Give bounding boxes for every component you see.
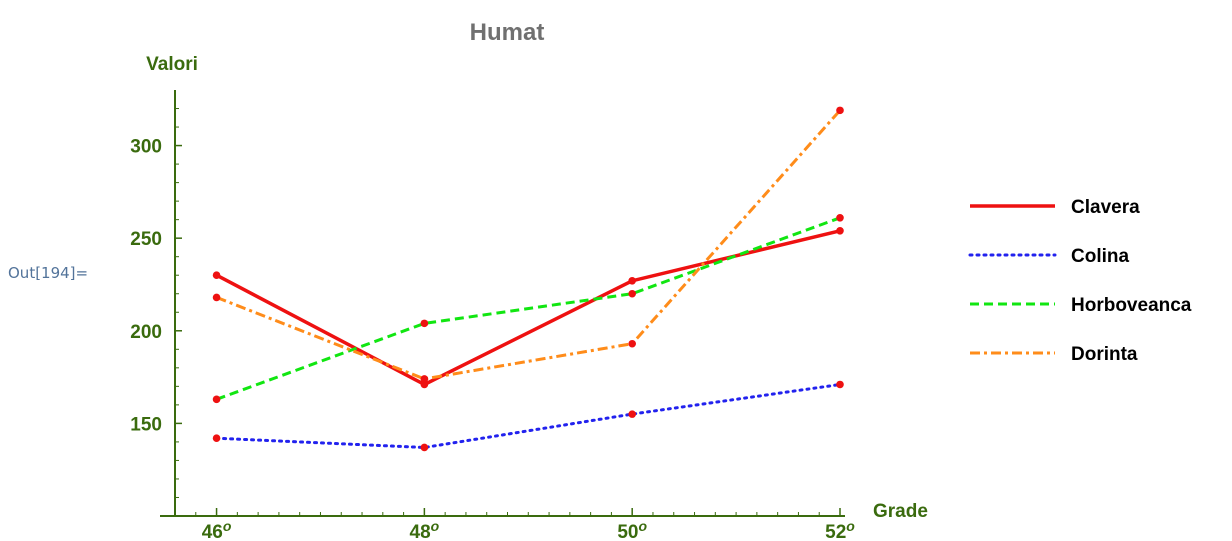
series-line-clavera [215,229,841,387]
data-point [212,395,221,404]
data-point [212,293,221,302]
x-tick-label: 48o [410,518,440,541]
series-line-colina [215,383,842,449]
legend-label: Dorinta [1071,344,1138,365]
x-axis-label: Grade [873,501,928,522]
x-tick-label: 50o [617,518,647,541]
y-tick-label: 200 [130,322,162,343]
data-point [420,443,429,452]
y-tick-label: 300 [130,137,162,158]
y-tick-label: 250 [130,229,162,250]
data-point [836,106,844,115]
data-point [212,434,221,443]
legend-label: Colina [1071,246,1129,267]
data-point [836,380,844,389]
chart-title: Humat [470,19,545,46]
axes: 150 200 250 300 46o 48o 50o 52o [130,90,855,541]
series-line-horboveanca [216,216,841,401]
y-axis-label: Valori [146,54,198,75]
data-point [420,319,429,328]
data-point [212,271,221,280]
legend-label: Horboveanca [1071,295,1192,316]
data-point [628,339,636,348]
data-point [420,380,429,389]
legend-label: Clavera [1071,197,1140,218]
markers-group [212,106,844,452]
data-point [628,276,636,285]
data-point [628,289,636,298]
y-tick-label: 150 [130,414,162,435]
data-point [836,226,844,235]
legend: Clavera Colina Horboveanca Dorinta [968,197,1192,365]
data-point [836,214,844,222]
output-cell-label: Out[194]= [8,264,89,282]
x-tick-label: 46o [202,518,232,541]
series-group [215,109,842,449]
x-tick-label: 52o [825,518,855,541]
series-line-dorinta [216,109,842,381]
data-point [420,375,429,383]
data-point [628,410,636,418]
